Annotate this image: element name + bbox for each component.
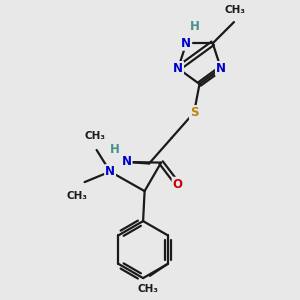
Text: N: N (105, 165, 115, 178)
Text: N: N (181, 37, 191, 50)
Text: CH₃: CH₃ (225, 4, 246, 15)
Text: N: N (173, 62, 183, 75)
Text: N: N (122, 155, 132, 169)
Text: N: N (216, 62, 226, 75)
Text: H: H (190, 20, 200, 33)
Text: H: H (110, 143, 120, 157)
Text: CH₃: CH₃ (67, 191, 88, 201)
Text: CH₃: CH₃ (85, 131, 106, 141)
Text: CH₃: CH₃ (138, 284, 159, 294)
Text: O: O (172, 178, 183, 191)
Text: S: S (190, 106, 198, 119)
